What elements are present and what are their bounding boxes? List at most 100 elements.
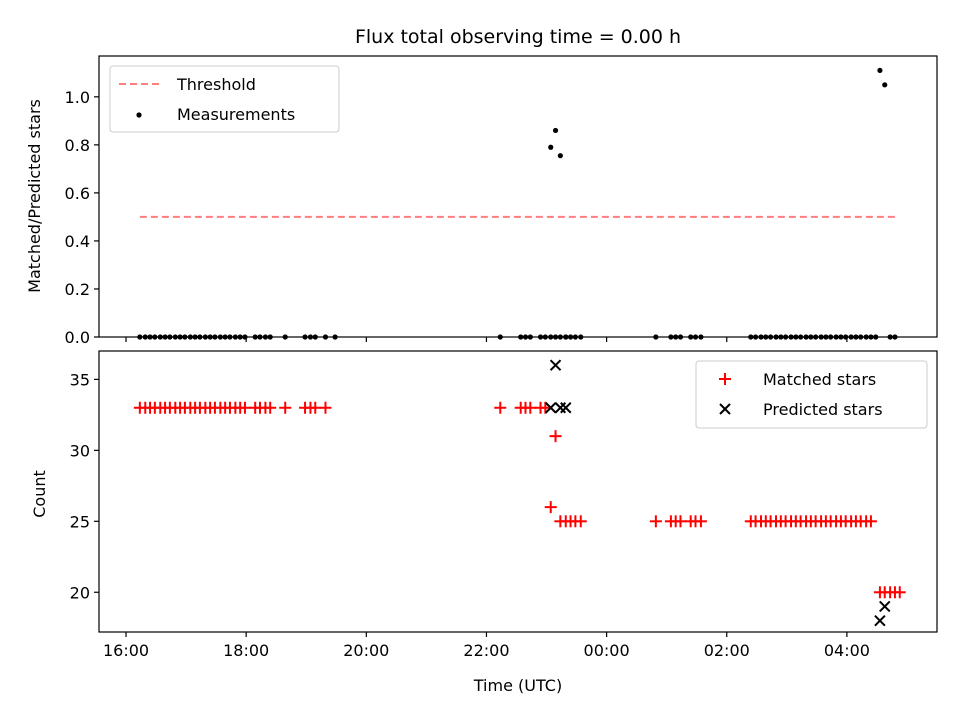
measurements-point: [167, 334, 173, 340]
measurements-point: [768, 334, 774, 340]
top-y-axis-label: Matched/Predicted stars: [25, 99, 44, 293]
measurements-point: [813, 334, 819, 340]
measurements-point: [232, 334, 238, 340]
x-tick-label: 20:00: [343, 641, 389, 660]
predicted-stars-point: [545, 402, 557, 414]
measurements-point: [783, 334, 789, 340]
y-tick-label: 30: [70, 441, 90, 460]
matched-stars-point: [549, 430, 562, 443]
measurements-point: [887, 334, 893, 340]
bottom-x-axis-label: Time (UTC): [473, 676, 562, 695]
matched-stars-point: [674, 515, 687, 528]
measurements-point: [803, 334, 809, 340]
x-tick-label: 16:00: [103, 641, 149, 660]
matched-legend-label: Matched stars: [763, 370, 876, 389]
x-tick-label: 02:00: [704, 641, 750, 660]
measurements-point: [312, 334, 318, 340]
measurements-point: [567, 334, 574, 340]
matched-stars-point: [494, 401, 507, 414]
predicted-stars-point: [874, 614, 886, 627]
measurements-point: [563, 334, 569, 340]
bottom-x-axis: 16:00 18:00 20:00 22:00 00:00 02:00 04:00: [103, 632, 870, 660]
matched-stars-point: [279, 401, 292, 414]
predicted-stars-point: [549, 359, 562, 371]
measurements-point: [197, 334, 203, 340]
threshold-legend-label: Threshold: [176, 75, 256, 94]
matched-stars-point: [544, 501, 557, 514]
measurements-point: [557, 334, 563, 340]
measurements-point: [177, 334, 183, 340]
matched-stars-point: [309, 401, 322, 414]
top-marks: [137, 67, 898, 340]
matched-stars-point: [264, 401, 277, 414]
top-legend-box: [109, 65, 340, 133]
measurements-point: [557, 153, 563, 159]
measurements-point: [522, 334, 529, 340]
measurements-point: [552, 127, 559, 134]
measurements-point: [187, 334, 193, 340]
measurements-point: [773, 334, 779, 340]
bottom-plot-frame: [98, 350, 938, 633]
measurements-legend-label: Measurements: [177, 105, 295, 124]
measurements-point: [828, 334, 834, 340]
measurements-point: [237, 334, 243, 340]
measurements-point: [692, 334, 699, 340]
measurements-point: [653, 334, 659, 340]
y-tick-label: 25: [70, 512, 90, 531]
measurements-point: [182, 334, 188, 340]
x-tick-label: 22:00: [463, 641, 509, 660]
measurements-point: [157, 334, 163, 340]
measurements-point: [868, 334, 874, 340]
x-tick-label: 04:00: [824, 641, 870, 660]
bottom-y-axis: 20 25 30 35: [70, 370, 99, 602]
y-tick-label: 1.0: [65, 88, 90, 107]
measurements-point: [752, 334, 759, 340]
measurements-point: [688, 334, 694, 340]
measurements-point: [172, 334, 178, 340]
matched-stars-point: [574, 515, 587, 528]
bottom-legend-box: [695, 360, 928, 429]
measurements-point: [192, 334, 198, 340]
y-tick-label: 35: [70, 370, 90, 389]
y-tick-label: 0.4: [65, 232, 90, 251]
x-tick-label: 00:00: [584, 641, 630, 660]
measurements-point: [873, 334, 879, 340]
measurements-point: [668, 334, 674, 340]
measurements-point: [788, 334, 794, 340]
measurements-point: [217, 334, 223, 340]
measurements-point: [252, 334, 258, 340]
measurements-point: [267, 334, 273, 340]
matched-stars-point: [649, 515, 662, 528]
bottom-marks: [133, 359, 906, 627]
measurements-point: [818, 334, 824, 340]
top-x-ticks: [125, 337, 848, 342]
top-legend: Threshold Measurements: [109, 65, 340, 133]
measurements-point: [863, 334, 869, 340]
measurements-point: [572, 334, 578, 340]
measurements-point: [763, 334, 769, 340]
matched-stars-point: [864, 515, 877, 528]
measurements-point: [137, 334, 143, 340]
measurements-point: [527, 334, 533, 340]
measurements-point: [882, 82, 888, 88]
measurements-point: [162, 334, 168, 340]
measurements-point: [833, 334, 839, 340]
measurements-point: [758, 334, 764, 340]
measurements-point: [552, 334, 559, 340]
bottom-y-axis-label: Count: [30, 470, 49, 518]
predicted-stars-point: [560, 402, 572, 414]
measurements-point: [843, 334, 849, 340]
bottom-panel: 20 25 30 35 16:00 18:00 20:00 22:00 00:00 02:00 0…: [30, 350, 938, 695]
measurements-point: [793, 334, 799, 340]
measurements-point: [858, 334, 864, 340]
matched-stars-point: [238, 401, 251, 414]
measurements-point: [302, 334, 308, 340]
measurements-point: [242, 334, 248, 340]
y-tick-label: 0.0: [65, 328, 90, 347]
matched-stars-point: [893, 586, 906, 599]
measurements-point: [222, 334, 228, 340]
measurements-point: [677, 334, 684, 340]
measurements-point: [892, 334, 898, 340]
predicted-stars-point: [554, 402, 567, 414]
y-tick-label: 0.8: [65, 136, 90, 155]
